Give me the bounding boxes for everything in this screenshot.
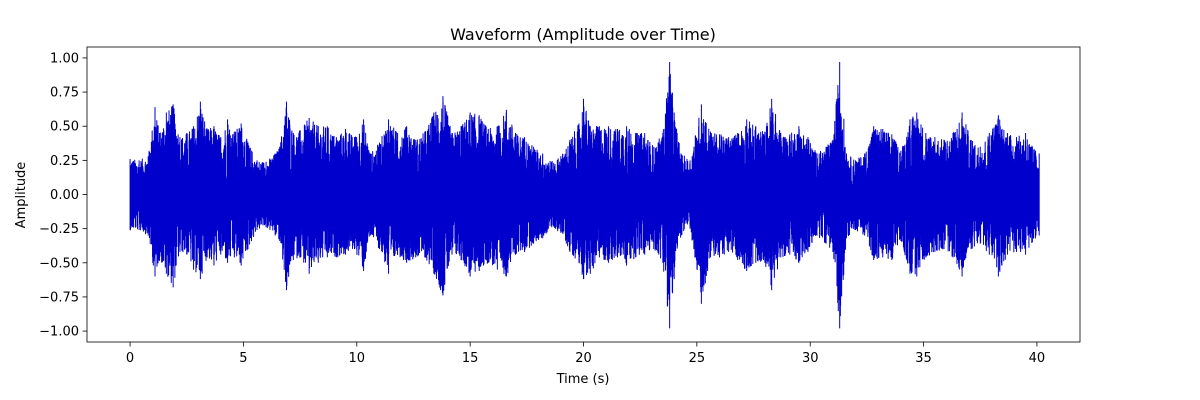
y-tick-label: −0.25 — [39, 222, 79, 237]
x-tick-label: 10 — [349, 351, 366, 366]
series-layer — [129, 62, 1040, 329]
x-tick-label: 25 — [689, 351, 706, 366]
y-tick-label: −0.75 — [39, 290, 79, 305]
x-tick-label: 5 — [239, 351, 247, 366]
x-tick-label: 0 — [126, 351, 134, 366]
y-axis-label: Amplitude — [14, 162, 29, 229]
y-tick-label: 0.00 — [50, 188, 79, 203]
y-tick-label: −0.50 — [39, 256, 79, 271]
x-tick-label: 30 — [802, 351, 819, 366]
y-tick-label: 1.00 — [50, 51, 79, 66]
y-axis: −1.00 −0.75 −0.50 −0.25 0.00 0.25 0.50 0.75 1.00 — [39, 51, 87, 340]
y-tick-label: −1.00 — [39, 325, 79, 340]
y-tick-label: 0.75 — [50, 86, 79, 101]
x-axis: 0 5 10 15 20 25 30 35 40 — [126, 342, 1045, 366]
waveform-series-line — [129, 62, 1040, 329]
x-tick-label: 40 — [1029, 351, 1046, 366]
x-tick-label: 20 — [575, 351, 592, 366]
chart-title: Waveform (Amplitude over Time) — [450, 25, 716, 44]
x-tick-label: 35 — [915, 351, 932, 366]
y-tick-label: 0.50 — [50, 120, 79, 135]
y-tick-label: 0.25 — [50, 154, 79, 169]
x-tick-label: 15 — [462, 351, 479, 366]
x-axis-label: Time (s) — [556, 372, 610, 387]
